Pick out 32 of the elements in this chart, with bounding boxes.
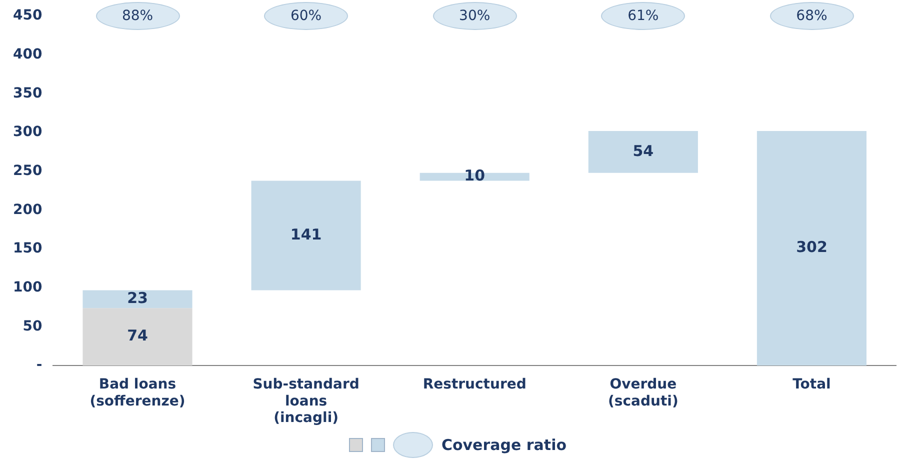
data-label: 23 (127, 289, 148, 308)
data-label: 10 (464, 166, 486, 185)
ellipse-badge: 30% (432, 2, 517, 30)
ellipse-badge: 88% (96, 2, 180, 30)
legend-title: Coverage ratio (441, 436, 567, 454)
data-label: 141 (290, 225, 322, 244)
bar (251, 180, 361, 290)
ellipse-badge: 68% (770, 2, 854, 30)
data-label: 302 (796, 238, 828, 256)
bar (588, 130, 698, 173)
y-tick-label: 150 (12, 240, 42, 257)
y-tick-label: 400 (12, 46, 42, 62)
x-tick-label: Overdue (scaduti) (608, 376, 678, 410)
y-tick-label: 250 (12, 163, 42, 180)
ellipse-badge: 61% (601, 2, 686, 30)
x-tick-label: Sub-standard loans (incagli) (252, 376, 360, 426)
bar (82, 308, 192, 366)
data-label: 54 (632, 142, 654, 160)
data-label: 74 (127, 326, 148, 345)
bar (756, 130, 867, 366)
ellipse-badge: 60% (264, 2, 348, 30)
y-tick-label: 300 (12, 124, 42, 140)
bar (82, 290, 192, 308)
y-tick-label: - (36, 357, 42, 374)
y-tick-label: 200 (12, 202, 42, 218)
x-tick-label: Bad loans (sofferenze) (90, 376, 186, 410)
y-tick-label: 100 (12, 280, 42, 296)
y-tick-label: 350 (12, 85, 42, 102)
x-tick-label: Total (792, 376, 831, 393)
y-tick-label: 450 (12, 8, 42, 24)
y-tick-label: 50 (22, 318, 42, 334)
x-tick-label: Restructured (422, 376, 526, 393)
